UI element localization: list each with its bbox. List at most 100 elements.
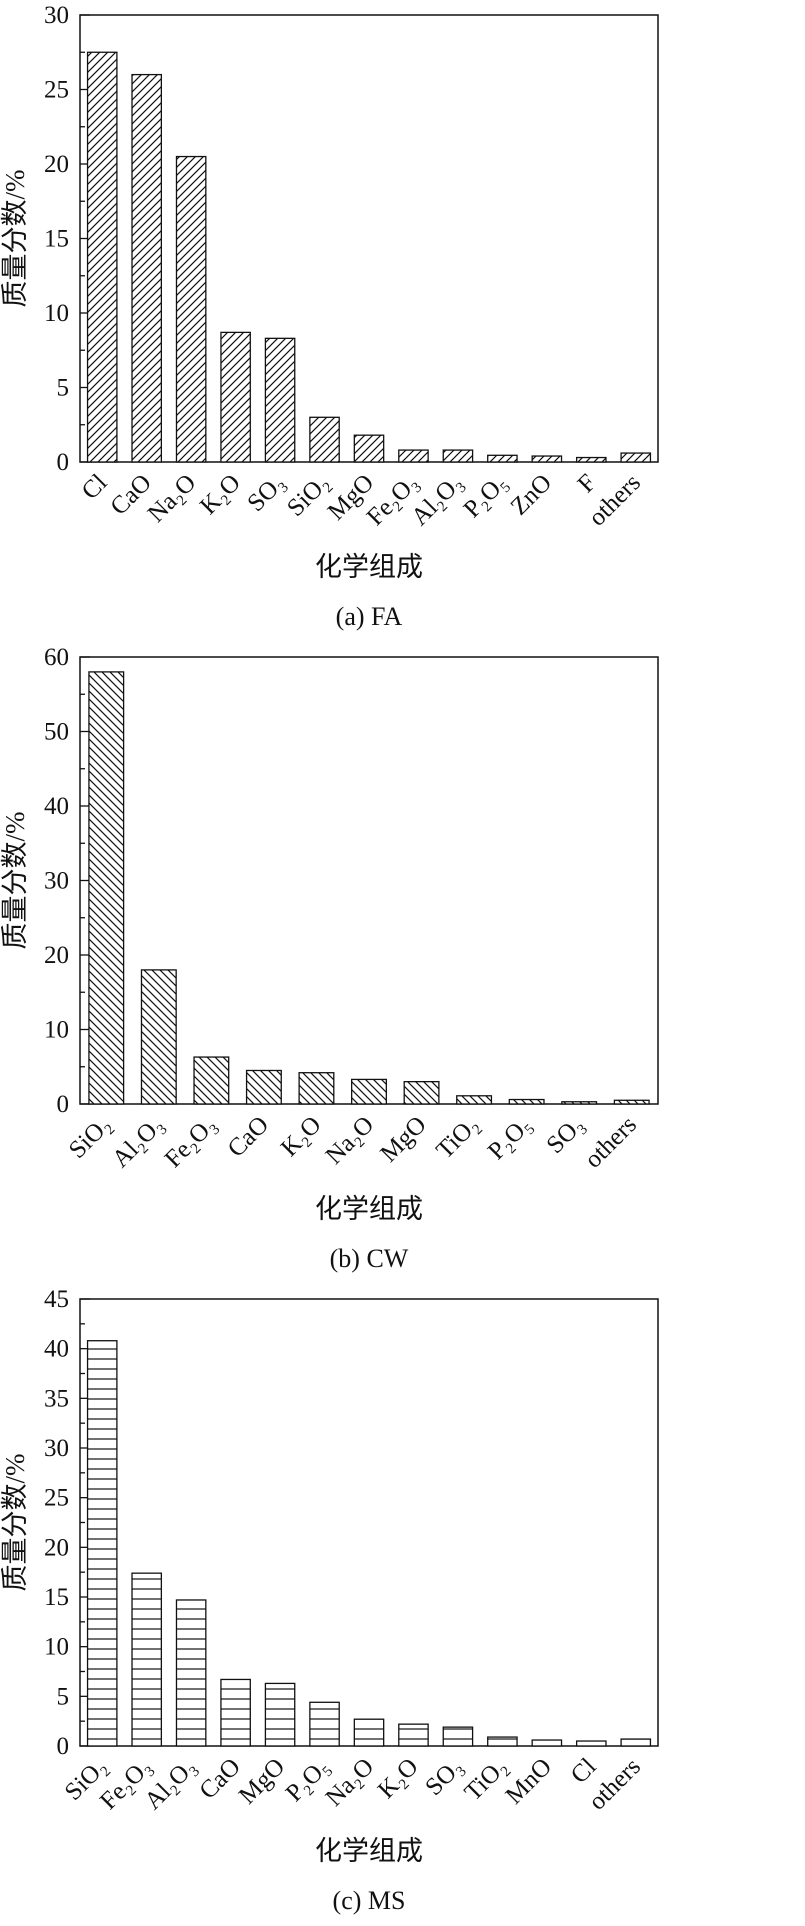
y-tick-label: 25 <box>44 1485 69 1512</box>
bar-K₂O <box>220 331 251 463</box>
x-category-label: Fe₂O₃ <box>95 1753 157 1815</box>
bar-CaO <box>245 1069 282 1105</box>
y-tick-label: 20 <box>44 942 69 969</box>
x-category-label: SiO₂ <box>282 469 335 522</box>
y-tick-label: 35 <box>44 1385 69 1412</box>
x-category-label: ZnO <box>506 469 557 520</box>
x-category-label: P₂O₅ <box>459 469 513 523</box>
bar-TiO₂ <box>487 1736 518 1747</box>
chart-panel-cw: 0 10 20 30 40 50 60 SiO₂ Al₂O₃ Fe₂O₃ CaO K₂O Na₂O MgO… <box>0 642 805 1276</box>
bar-Fe₂O₃ <box>193 1056 230 1105</box>
y-axis-title: 质量分数/% <box>0 170 30 308</box>
x-category-label: SO₃ <box>420 1753 468 1801</box>
bar-MgO <box>403 1080 440 1105</box>
bar-F <box>575 456 607 463</box>
bar-K₂O <box>398 1723 429 1747</box>
bar-Na₂O <box>175 155 207 463</box>
bar-Al₂O₃ <box>140 969 177 1105</box>
plot-frame <box>79 14 659 463</box>
bar-Cl <box>86 51 118 463</box>
y-tick-label: 20 <box>44 151 69 178</box>
chart-panel-fa: 0 5 10 15 20 25 30 Cl CaO Na₂O K₂O SO₃ SiO₂ MgO Fe₂O₃ A… <box>0 0 805 634</box>
y-tick-label: 45 <box>44 1286 69 1313</box>
x-category-label: P₂O₅ <box>483 1111 537 1165</box>
bar-SO₃ <box>264 337 296 463</box>
bar-P₂O₅ <box>309 1701 340 1747</box>
bar-Na₂O <box>351 1078 387 1105</box>
x-category-label: F <box>573 469 602 498</box>
x-category-label: K₂O <box>373 1753 424 1804</box>
bar-SiO₂ <box>88 671 125 1105</box>
y-tick-label: 50 <box>44 719 69 746</box>
bar-others <box>620 1738 652 1747</box>
x-axis-title: 化学组成 <box>315 1836 423 1866</box>
y-tick-label: 5 <box>57 1683 70 1710</box>
y-tick-label: 10 <box>44 300 69 327</box>
bar-CaO <box>131 73 163 463</box>
y-tick-label: 60 <box>44 644 69 671</box>
x-category-label: K₂O <box>195 469 246 520</box>
y-tick-label: 30 <box>44 868 69 895</box>
x-axis-title: 化学组成 <box>315 552 423 582</box>
y-axis-title: 质量分数/% <box>0 812 30 950</box>
x-category-label: Na₂O <box>321 1111 380 1170</box>
bar-P₂O₅ <box>487 454 518 463</box>
chart-caption-cw: (b) CW <box>329 1244 409 1273</box>
bar-TiO₂ <box>456 1095 493 1105</box>
y-tick-label: 30 <box>44 2 69 29</box>
bar-MgO <box>264 1682 296 1747</box>
bar-others <box>613 1099 650 1105</box>
y-tick-label: 0 <box>57 1091 70 1118</box>
bar-Fe₂O₃ <box>398 449 429 463</box>
bar-P₂O₅ <box>508 1098 545 1105</box>
x-category-label: Al₂O₃ <box>406 469 468 531</box>
y-tick-label: 0 <box>57 449 70 476</box>
bar-Fe₂O₃ <box>131 1572 163 1747</box>
y-tick-label: 30 <box>44 1435 69 1462</box>
bar-K₂O <box>298 1072 335 1105</box>
bar-others <box>620 452 652 463</box>
y-tick-label: 10 <box>44 1634 69 1661</box>
y-axis-title: 质量分数/% <box>0 1454 30 1592</box>
bar-SiO₂ <box>309 416 340 463</box>
bar-MgO <box>353 434 385 463</box>
y-tick-label: 25 <box>44 77 69 104</box>
y-tick-label: 5 <box>57 375 70 402</box>
x-category-label: CaO <box>194 1753 245 1804</box>
x-category-label: others <box>584 1753 646 1815</box>
bar-CaO <box>220 1678 251 1747</box>
bar-Al₂O₃ <box>442 449 474 463</box>
bar-SiO₂ <box>86 1340 118 1747</box>
y-tick-label: 20 <box>44 1534 69 1561</box>
bar-Na₂O <box>353 1718 385 1747</box>
x-category-label: Na₂O <box>143 469 202 528</box>
plot-frame <box>79 1298 659 1747</box>
bar-SO₃ <box>442 1726 474 1747</box>
y-tick-label: 40 <box>44 793 69 820</box>
chart-caption-fa: (a) FA <box>335 602 403 631</box>
x-category-label: TiO₂ <box>460 1753 513 1806</box>
x-category-label: MgO <box>375 1111 431 1167</box>
y-tick-label: 15 <box>44 1584 69 1611</box>
x-axis-title: 化学组成 <box>315 1194 423 1224</box>
x-category-label: others <box>584 469 646 531</box>
x-category-label: TiO₂ <box>431 1111 484 1164</box>
x-category-label: Al₂O₃ <box>107 1111 169 1173</box>
y-tick-label: 0 <box>57 1733 70 1760</box>
x-category-label: K₂O <box>276 1111 327 1162</box>
x-category-label: Fe₂O₃ <box>160 1111 222 1173</box>
x-category-label: Fe₂O₃ <box>362 469 424 531</box>
chart-caption-ms: (c) MS <box>332 1886 406 1915</box>
chart-panel-ms: 0 5 10 15 20 25 30 35 40 45 SiO₂ Fe₂O₃ Al₂O₃ CaO MgO P₂… <box>0 1284 805 1918</box>
bar-SO₃ <box>561 1101 598 1105</box>
x-category-label: Na₂O <box>321 1753 380 1812</box>
bar-chart-ms: 051015202530354045SiO₂Fe₂O₃Al₂O₃CaOMgOP₂… <box>0 1286 659 1866</box>
x-category-label: MgO <box>234 1753 290 1809</box>
x-category-label: SO₃ <box>242 469 290 517</box>
y-tick-label: 15 <box>44 226 69 253</box>
bar-ZnO <box>531 455 563 463</box>
x-category-label: MnO <box>501 1753 557 1809</box>
x-category-label: CaO <box>223 1111 274 1162</box>
